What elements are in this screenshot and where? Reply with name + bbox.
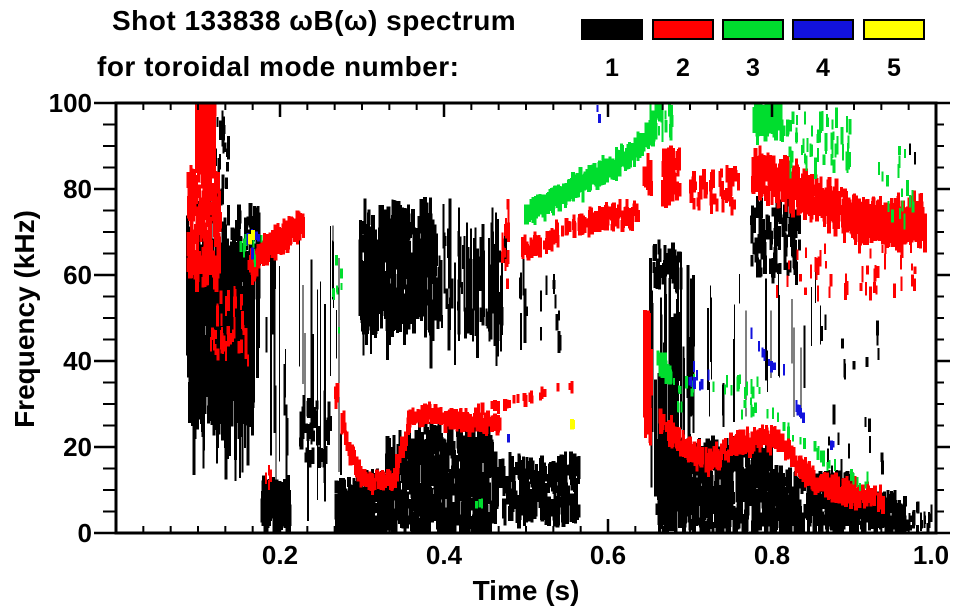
x-axis-title: Time (s) (472, 575, 580, 606)
legend-swatch-mode2 (652, 19, 714, 40)
chart-title-line1: Shot 133838 ωB(ω) spectrum (112, 5, 517, 36)
y-tick-label-20: 20 (63, 432, 92, 462)
y-tick-label-100: 100 (48, 88, 92, 118)
legend-swatch-mode3 (722, 19, 784, 40)
x-tick-label-0p2: 0.2 (261, 540, 299, 570)
legend-swatch-mode1 (581, 19, 643, 40)
chart-title-line2: for toroidal mode number: (97, 51, 460, 82)
y-tick-label-0: 0 (77, 518, 92, 548)
y-tick-label-80: 80 (63, 174, 92, 204)
legend-label-mode2: 2 (676, 54, 690, 82)
legend-label-mode1: 1 (605, 54, 619, 82)
x-tick-label-0p4: 0.4 (425, 540, 463, 570)
x-tick-label-0p6: 0.6 (589, 540, 627, 570)
legend-swatch-mode4 (792, 19, 854, 40)
y-tick-label-40: 40 (63, 346, 92, 376)
legend-swatch-mode5 (863, 19, 925, 40)
legend-label-mode5: 5 (887, 54, 901, 82)
y-tick-label-60: 60 (63, 260, 92, 290)
legend-label-mode4: 4 (816, 54, 830, 82)
legend-label-mode3: 3 (746, 54, 760, 82)
x-tick-label-1p0: 1.0 (912, 540, 950, 570)
x-tick-label-0p8: 0.8 (753, 540, 791, 570)
